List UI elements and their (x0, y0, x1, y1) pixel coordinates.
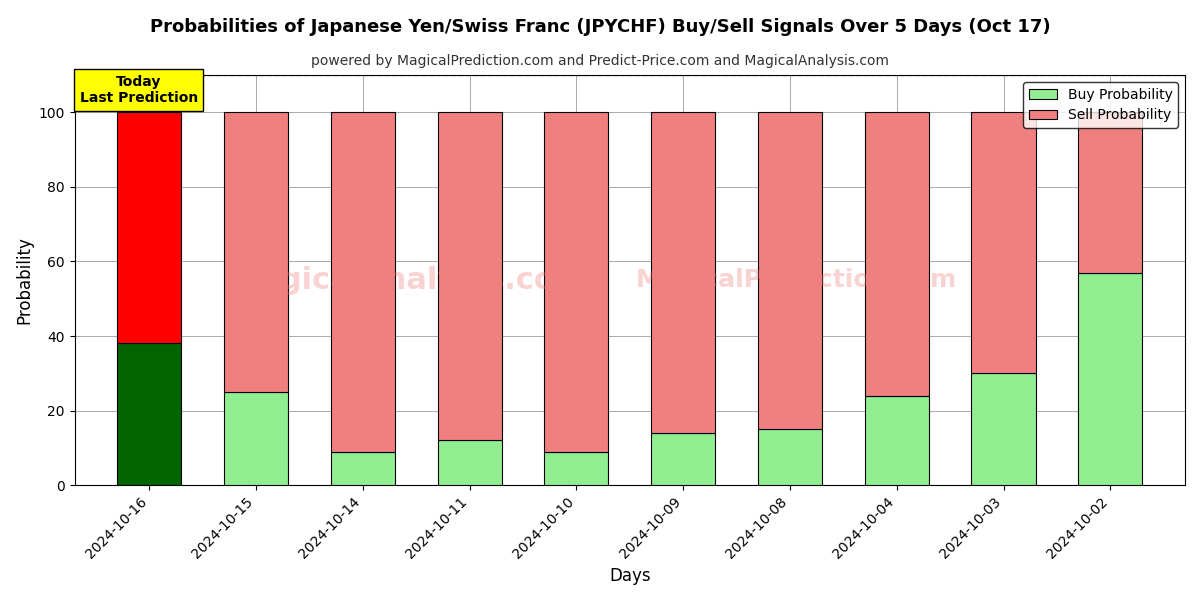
Bar (224, 112, 288, 392)
Bar (438, 440, 502, 485)
Bar (118, 112, 181, 343)
Bar (652, 433, 715, 485)
Bar (652, 112, 715, 433)
Text: Today
Last Prediction: Today Last Prediction (79, 75, 198, 105)
Bar (331, 112, 395, 452)
Bar (865, 112, 929, 395)
Bar (972, 112, 1036, 373)
Bar (331, 452, 395, 485)
Legend: Buy Probability, Sell Probability: Buy Probability, Sell Probability (1024, 82, 1178, 128)
Bar (1079, 272, 1142, 485)
Text: MagicalAnalysis.com: MagicalAnalysis.com (229, 266, 587, 295)
Bar (118, 343, 181, 485)
Bar (545, 112, 608, 452)
Text: powered by MagicalPrediction.com and Predict-Price.com and MagicalAnalysis.com: powered by MagicalPrediction.com and Pre… (311, 54, 889, 68)
Text: Probabilities of Japanese Yen/Swiss Franc (JPYCHF) Buy/Sell Signals Over 5 Days : Probabilities of Japanese Yen/Swiss Fran… (150, 18, 1050, 36)
Text: MagicalPrediction.com: MagicalPrediction.com (636, 268, 958, 292)
Y-axis label: Probability: Probability (16, 236, 34, 324)
Bar (758, 429, 822, 485)
Bar (438, 112, 502, 440)
Bar (1079, 112, 1142, 272)
Bar (972, 373, 1036, 485)
Bar (224, 392, 288, 485)
X-axis label: Days: Days (610, 567, 650, 585)
Bar (865, 395, 929, 485)
Bar (545, 452, 608, 485)
Bar (758, 112, 822, 429)
